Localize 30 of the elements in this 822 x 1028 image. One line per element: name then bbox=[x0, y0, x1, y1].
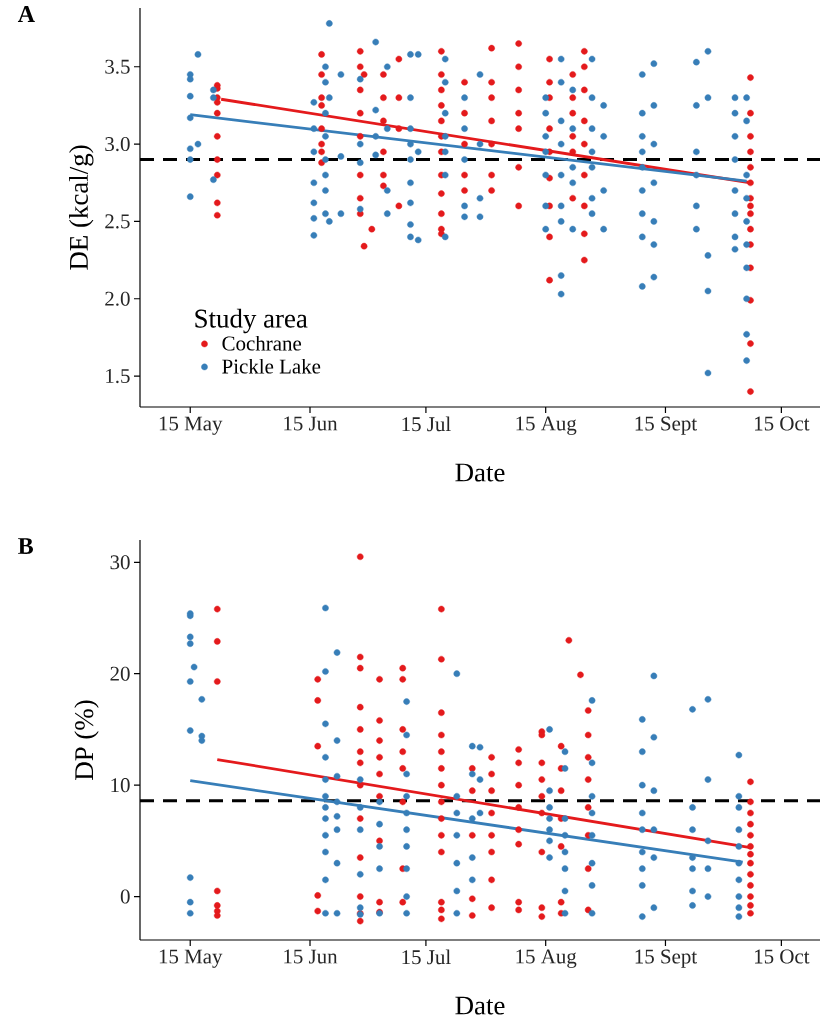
y-tick-label: 2.5 bbox=[105, 214, 130, 229]
y-tick-label: 20 bbox=[110, 666, 130, 681]
x-axis-title: Date bbox=[455, 463, 505, 482]
x-tick-label: 15 Oct bbox=[755, 949, 810, 964]
x-tick-label: 15 Aug bbox=[516, 949, 577, 968]
x-tick-label: 15 Oct bbox=[755, 416, 810, 431]
x-tick-label: 15 May bbox=[159, 949, 223, 968]
y-tick-label: 0 bbox=[120, 889, 130, 904]
y-tick-label: 2.0 bbox=[105, 291, 130, 306]
x-tick-label: 15 Jul bbox=[402, 949, 451, 965]
x-axis-title: Date bbox=[455, 996, 505, 1015]
x-tick-label: 15 Jun bbox=[284, 416, 338, 431]
y-tick-label: 10 bbox=[111, 778, 130, 793]
legend-label: Cochrane bbox=[222, 335, 302, 351]
x-tick-label: 15 Sept bbox=[635, 949, 698, 968]
x-tick-label: 15 Jul bbox=[402, 416, 451, 432]
chart-title: A bbox=[17, 6, 35, 22]
y-tick-label: 1.5 bbox=[106, 369, 130, 384]
x-tick-label: 15 Jun bbox=[284, 949, 338, 964]
y-tick-label: 30 bbox=[110, 555, 130, 570]
y-axis-title: DE (kcal/g) bbox=[69, 145, 94, 270]
y-tick-label: 3.5 bbox=[105, 59, 130, 74]
legend-title: Study area bbox=[195, 308, 308, 334]
y-tick-label: 3.0 bbox=[105, 137, 130, 152]
x-tick-label: 15 Sept bbox=[635, 416, 698, 435]
legend-label: Pickle Lake bbox=[222, 358, 321, 374]
x-tick-label: 15 May bbox=[159, 416, 223, 435]
x-tick-label: 15 Aug bbox=[516, 416, 577, 435]
y-axis-title: DP (%) bbox=[74, 700, 99, 780]
chart-title: B bbox=[18, 538, 33, 554]
